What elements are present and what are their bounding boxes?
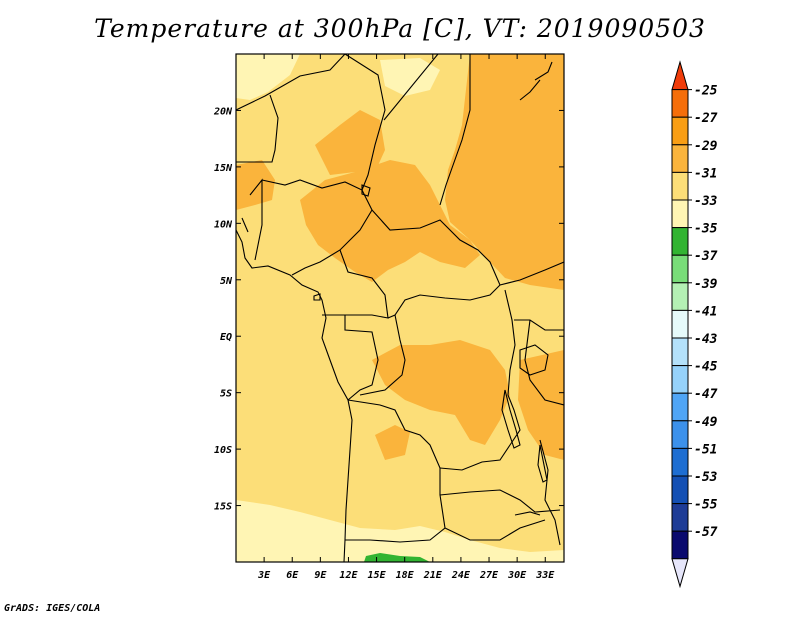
border-nigeria bbox=[261, 179, 373, 276]
y-tick-label: 20N bbox=[213, 106, 233, 117]
axis-ticks: 3E 6E 9E 12E 15E 18E 21E 24E 27E 30E 33E 20N 15N 10N 5… bbox=[213, 54, 564, 581]
x-tick-label: 24E bbox=[451, 570, 471, 581]
colorbar-label: -37 bbox=[694, 249, 718, 264]
border-mozambique bbox=[539, 439, 561, 546]
colorbar-label: -51 bbox=[694, 442, 717, 457]
colorbar-label: -47 bbox=[694, 387, 718, 402]
lake-chad bbox=[361, 184, 371, 197]
lake-kariba bbox=[514, 511, 541, 516]
y-tick-label: EQ bbox=[220, 332, 232, 343]
colorbar: -25 -27 -29 -31 -33 -35 -37 -39 -41 -43 -45 -47 -49 -… bbox=[671, 60, 718, 589]
colorbar-swatch bbox=[671, 503, 689, 532]
grads-credit: GrADS: IGES/COLA bbox=[4, 603, 101, 614]
coastline-bioko bbox=[313, 293, 321, 301]
colorbar-label: -35 bbox=[694, 222, 718, 237]
field-west-29 bbox=[236, 160, 275, 210]
x-tick-label: 18E bbox=[396, 570, 415, 581]
border-sahara-west bbox=[236, 54, 346, 111]
lake-victoria bbox=[519, 344, 549, 376]
colorbar-swatch bbox=[671, 392, 689, 422]
lake-malawi bbox=[537, 444, 548, 483]
colorbar-swatch bbox=[671, 116, 689, 146]
border-drc bbox=[359, 289, 521, 471]
map-title: Temperature at 300hPa [C], VT: 201909050… bbox=[94, 14, 706, 43]
coastline-west bbox=[236, 229, 353, 562]
colorbar-label: -41 bbox=[694, 304, 717, 319]
x-tick-label: 3E bbox=[257, 570, 271, 581]
colorbar-swatch bbox=[671, 199, 689, 229]
colorbar-swatch bbox=[671, 420, 689, 449]
border-west-coast-states bbox=[241, 178, 263, 261]
field-north-33a bbox=[236, 54, 300, 100]
y-tick-label: 10N bbox=[214, 219, 233, 230]
border-cameroon bbox=[322, 249, 389, 319]
y-tick-label: 5N bbox=[220, 276, 233, 287]
colorbar-label: -29 bbox=[694, 139, 718, 154]
colorbar-label: -43 bbox=[694, 332, 718, 347]
colorbar-swatch bbox=[671, 475, 689, 505]
boundaries bbox=[236, 54, 564, 562]
x-tick-label: 6E bbox=[286, 570, 299, 581]
border-east-africa bbox=[499, 261, 564, 406]
field-north-33b bbox=[380, 58, 440, 96]
colorbar-label: -27 bbox=[694, 111, 718, 126]
map-frame bbox=[235, 53, 565, 563]
colorbar-label: -49 bbox=[694, 415, 718, 430]
y-tick-label: 15S bbox=[214, 502, 232, 513]
y-tick-label: 10S bbox=[214, 445, 232, 456]
lake-tanganyika bbox=[501, 389, 521, 449]
border-mali-niger bbox=[236, 94, 279, 163]
border-gabon-congo bbox=[344, 315, 379, 401]
x-tick-label: 27E bbox=[479, 570, 499, 581]
field-ne-29 bbox=[445, 54, 564, 290]
field-south-33 bbox=[236, 500, 564, 562]
border-niger-chad bbox=[344, 54, 386, 191]
field-south-37 bbox=[364, 553, 430, 562]
x-tick-label: 9E bbox=[314, 570, 327, 581]
border-chad-sudan bbox=[383, 54, 471, 206]
border-zambia bbox=[439, 489, 561, 513]
colorbar-label: -31 bbox=[694, 166, 717, 181]
colorbar-label: -53 bbox=[694, 470, 718, 485]
colorbar-label: -55 bbox=[694, 498, 718, 513]
colorbar-bottom-triangle bbox=[671, 558, 689, 589]
field-angola-29 bbox=[375, 425, 410, 460]
border-angola bbox=[345, 399, 446, 543]
colorbar-swatch bbox=[671, 171, 689, 201]
colorbar-label: -57 bbox=[694, 525, 718, 540]
colorbar-swatch bbox=[671, 89, 689, 118]
x-tick-label: 12E bbox=[339, 570, 358, 581]
colorbar-label: -33 bbox=[694, 194, 718, 209]
colorbar-swatch bbox=[671, 282, 689, 311]
colorbar-swatch bbox=[671, 365, 689, 394]
colorbar-swatch bbox=[671, 447, 689, 477]
x-tick-label: 21E bbox=[423, 570, 443, 581]
colorbar-swatch bbox=[671, 254, 689, 284]
colorbar-swatch bbox=[671, 227, 689, 256]
field-north-29 bbox=[315, 110, 385, 175]
coastline-red-sea bbox=[519, 61, 553, 101]
y-tick-label: 5S bbox=[220, 389, 232, 400]
x-tick-label: 15E bbox=[368, 570, 387, 581]
colorbar-label: -25 bbox=[694, 84, 718, 99]
colorbar-label: -45 bbox=[694, 360, 718, 375]
y-tick-label: 15N bbox=[214, 163, 233, 174]
field-sahel-29 bbox=[300, 160, 480, 282]
colorbar-swatch bbox=[671, 144, 689, 173]
colorbar-swatch bbox=[671, 337, 689, 367]
x-tick-label: 30E bbox=[507, 570, 527, 581]
colorbar-swatch bbox=[671, 309, 689, 339]
colorbar-top-triangle bbox=[671, 60, 689, 91]
colorbar-swatch bbox=[671, 530, 689, 560]
field-congo-29 bbox=[372, 340, 510, 445]
border-zimbabwe bbox=[444, 519, 546, 541]
colorbar-label: -39 bbox=[694, 277, 718, 292]
x-tick-label: 33E bbox=[535, 570, 555, 581]
